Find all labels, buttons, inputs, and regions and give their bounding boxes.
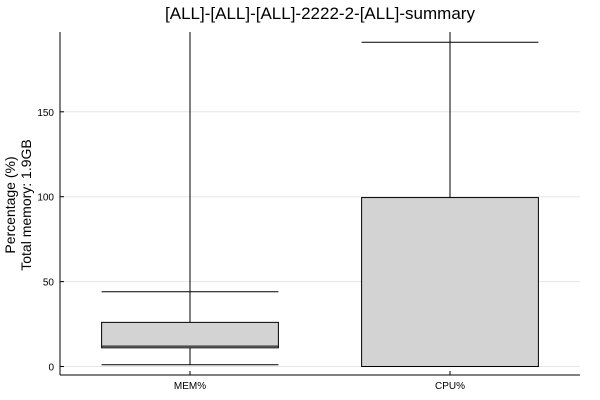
x-tick-label: MEM% — [174, 381, 206, 392]
y-tick-label: 50 — [43, 278, 55, 289]
axes: 0 50 100 150 MEM% CPU% — [37, 32, 580, 392]
iqr-box — [361, 197, 539, 368]
box-mem — [101, 32, 279, 366]
y-tick-label: 150 — [37, 108, 54, 119]
plot-area — [101, 32, 539, 368]
y-tick-label: 100 — [37, 193, 54, 204]
x-tick-label: CPU% — [435, 381, 465, 392]
y-axis-label-line-2: Total memory: 1.9GB — [18, 139, 34, 271]
y-axis-label-line-1: Percentage (%) — [2, 156, 18, 253]
chart-title: [ALL]-[ALL]-[ALL]-2222-2-[ALL]-summary — [165, 4, 475, 23]
y-tick-label: 0 — [48, 363, 54, 374]
iqr-box — [101, 321, 279, 349]
y-axis-label: Percentage (%) Total memory: 1.9GB — [2, 139, 34, 271]
box-cpu — [361, 32, 539, 368]
